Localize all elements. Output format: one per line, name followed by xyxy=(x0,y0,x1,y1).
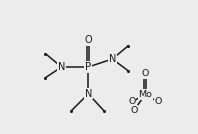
Text: N: N xyxy=(58,62,65,72)
Text: O: O xyxy=(154,97,162,106)
Text: O: O xyxy=(128,97,135,106)
Text: P: P xyxy=(85,62,91,72)
Text: O: O xyxy=(85,35,92,45)
Text: O: O xyxy=(142,69,149,78)
Text: N: N xyxy=(85,89,92,99)
Text: Mo: Mo xyxy=(138,90,152,99)
Text: N: N xyxy=(109,54,116,64)
Text: O: O xyxy=(130,106,138,115)
